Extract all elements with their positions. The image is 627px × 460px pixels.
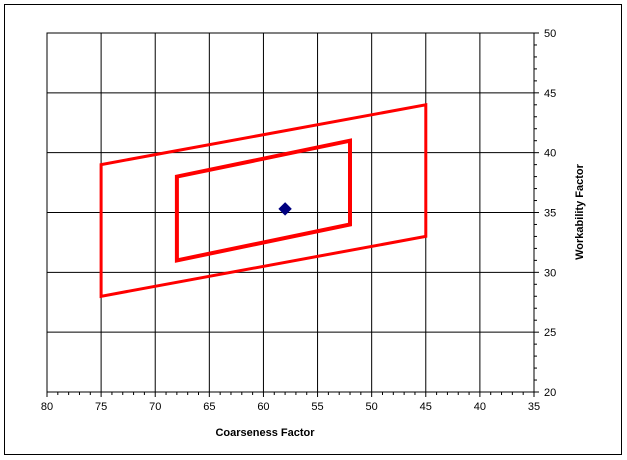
y-tick-label: 40 xyxy=(544,148,556,160)
y-tick-label: 45 xyxy=(544,88,556,100)
data-point-diamond xyxy=(278,202,292,216)
x-tick-label: 55 xyxy=(311,401,323,413)
x-tick-label: 65 xyxy=(203,401,215,413)
grid-layer xyxy=(46,32,535,393)
x-tick-label: 80 xyxy=(41,401,53,413)
y-tick-label: 35 xyxy=(544,208,556,220)
y-tick-label: 30 xyxy=(544,267,556,279)
series-layer xyxy=(99,102,428,299)
axis-layer: 80 75 70 65 60 55 50 45 40 35 20 25 30 35 40 45 50 xyxy=(41,28,556,413)
x-tick-label: 35 xyxy=(528,401,540,413)
x-axis-title: Coarseness Factor xyxy=(215,427,315,439)
chart-frame xyxy=(4,4,622,455)
x-tick-label: 70 xyxy=(149,401,161,413)
inner-boundary-polygon xyxy=(174,138,352,263)
y-axis-title: Workability Factor xyxy=(574,163,586,259)
outer-boundary-polygon xyxy=(99,102,428,299)
x-tick-label: 75 xyxy=(95,401,107,413)
x-tick-label: 50 xyxy=(366,401,378,413)
x-tick-label: 60 xyxy=(257,401,269,413)
y-tick-label: 25 xyxy=(544,327,556,339)
x-tick-label: 40 xyxy=(474,401,486,413)
y-tick-label: 50 xyxy=(544,28,556,40)
x-tick-label: 45 xyxy=(420,401,432,413)
y-tick-label: 20 xyxy=(544,387,556,399)
